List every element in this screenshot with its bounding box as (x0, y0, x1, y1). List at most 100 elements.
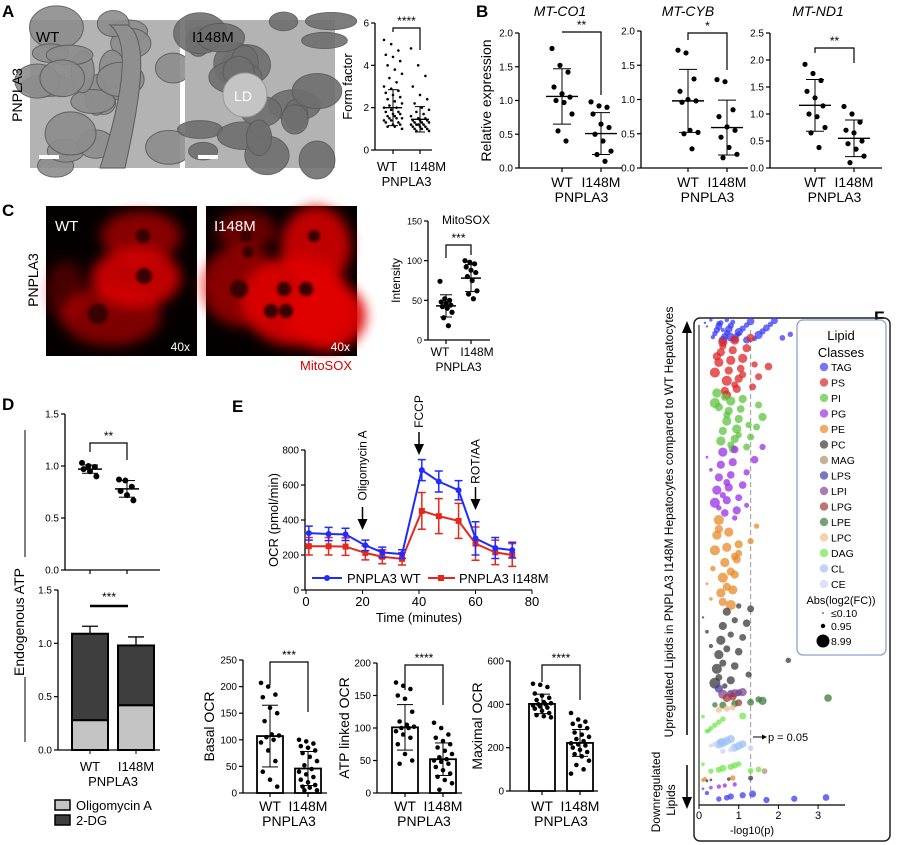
nucleus (136, 268, 152, 284)
data-point (804, 88, 810, 94)
y-tick-label: 0 (231, 789, 237, 800)
y-tick-label: 1.0 (750, 110, 764, 121)
y-tick-label: 0.0 (499, 164, 513, 175)
lipid-point-pe (720, 557, 730, 568)
lipid-point-ps (738, 353, 748, 363)
data-point (258, 680, 264, 686)
lipid-point-pi (747, 433, 755, 441)
data-point (427, 129, 431, 133)
y-axis-label: Basal OCR (201, 691, 217, 761)
data-point (553, 97, 559, 104)
data-point (399, 725, 404, 731)
data-point (467, 259, 473, 265)
data-point (473, 269, 479, 276)
significance-bracket (392, 27, 421, 50)
nucleus (308, 230, 320, 242)
data-point (816, 144, 822, 151)
size-legend-label: 8.99 (831, 636, 852, 648)
data-point (438, 759, 444, 765)
lipid-point-pi (753, 423, 761, 431)
data-point (455, 517, 462, 524)
lipid-point-lpc (723, 705, 730, 712)
legend-dot (819, 409, 829, 418)
data-point (393, 114, 397, 118)
lipid-point-pi (758, 412, 767, 422)
data-point (431, 758, 437, 763)
y-axis-label-down: Lipids (664, 784, 678, 815)
image-label-i148m: I148M (192, 29, 234, 46)
data-point (449, 780, 455, 786)
legend-label: PC (831, 440, 846, 452)
lipid-point-pc (722, 607, 731, 616)
lipid-point-pi (723, 411, 731, 419)
data-point (859, 138, 865, 144)
legend-label: LPC (831, 533, 852, 545)
data-point (689, 146, 695, 152)
x-tick-label: 0 (302, 594, 309, 609)
y-tick-label: 400 (487, 700, 504, 711)
stacked-bar-2-dg (71, 632, 109, 722)
data-point (714, 77, 720, 83)
lipid-point-pg (732, 506, 741, 515)
lipid-point-pe (722, 542, 732, 552)
lipid-point-pe (716, 588, 726, 598)
legend-swatch (54, 814, 71, 826)
lipid-point-pc (714, 649, 724, 660)
data-point (305, 745, 311, 751)
data-point (439, 304, 445, 310)
data-point (537, 682, 543, 688)
lipid-point-pc (723, 645, 731, 653)
lipid-point-pi (743, 443, 751, 451)
y-tick-label: 0.5 (38, 692, 52, 703)
y-tick-label: 2.0 (499, 29, 513, 40)
data-point (362, 549, 369, 556)
legend-label: LPS (831, 471, 851, 483)
data-point (551, 84, 557, 90)
down-arrow-icon (682, 797, 692, 809)
data-point (296, 737, 302, 743)
size-legend-dot (822, 612, 824, 614)
data-point (586, 758, 592, 763)
lipid-point-pi (732, 424, 742, 434)
data-point (305, 543, 312, 550)
y-axis-label: ATP linked OCR (336, 677, 352, 778)
lipid-point-ce (712, 741, 718, 747)
lipid-point-pg (714, 473, 723, 482)
lipid-point-tag (763, 324, 770, 332)
significance-stars: **** (552, 651, 571, 665)
data-point (307, 754, 313, 760)
y-tick-label: 0 (293, 586, 299, 597)
data-point (575, 717, 581, 722)
lipid-point-pe (730, 775, 736, 781)
lipid-point-pg (709, 467, 713, 472)
data-point (273, 692, 278, 697)
mitochondrion (304, 11, 358, 31)
lipid-point-ps (749, 383, 757, 391)
mitochondrion (268, 11, 299, 32)
panel-f-frame (693, 317, 891, 842)
data-point (437, 787, 442, 793)
data-point (93, 473, 100, 480)
lipid-point-ps (730, 335, 740, 345)
legend-dot (819, 517, 829, 527)
lipid-point-pg (716, 784, 721, 789)
lipid-point-tag (822, 794, 830, 801)
data-point (362, 542, 369, 549)
y-tick-label: 250 (220, 656, 237, 667)
size-legend-dot (816, 634, 830, 648)
lipid-point-pg (716, 460, 725, 469)
x-tick-label: 40 (412, 594, 426, 609)
legend-marker (438, 575, 444, 581)
y-tick-label: 50 (360, 756, 372, 767)
data-point (548, 700, 554, 706)
data-point (570, 721, 576, 727)
data-point (435, 513, 442, 520)
y-tick-label: 600 (282, 481, 299, 492)
lipid-point-pe (710, 565, 716, 572)
lipid-point-pg (716, 505, 722, 511)
y-tick-label: 0 (417, 336, 422, 346)
legend-label: LPG (831, 502, 852, 514)
data-point (389, 119, 393, 122)
data-point (462, 258, 468, 264)
cell-signal (46, 261, 86, 321)
